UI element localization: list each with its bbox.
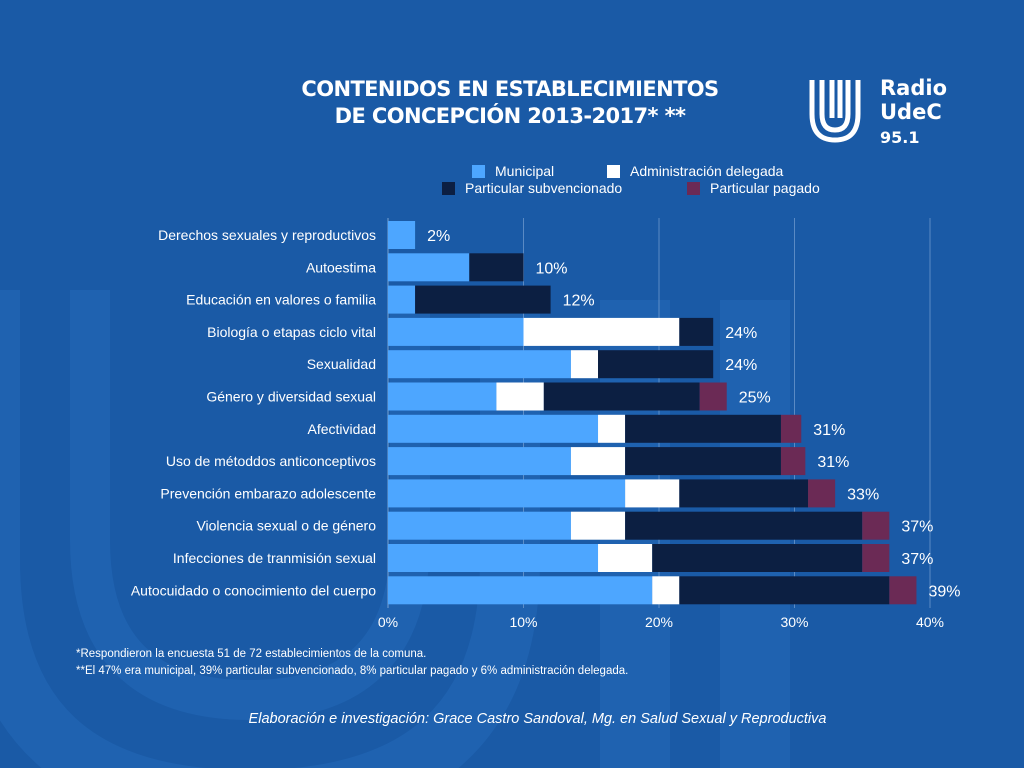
- bar-particular-subvencionado: [598, 350, 714, 379]
- bar-municipal: [388, 317, 524, 346]
- bar-particular-pagado: [780, 447, 806, 476]
- bar-administracion-delegada: [570, 447, 626, 476]
- bar-particular-pagado: [862, 544, 890, 572]
- bar-administracion-delegada: [652, 576, 680, 605]
- bar-municipal: [388, 221, 416, 249]
- total-label: 25%: [739, 390, 771, 407]
- bar-particular-subvencionado: [679, 576, 890, 605]
- title-line-1: CONTENIDOS EN ESTABLECIMIENTOS: [301, 77, 719, 101]
- category-label: Uso de métoddos anticonceptivos: [166, 453, 376, 469]
- credit-line: Elaboración e investigación: Grace Castr…: [248, 711, 827, 727]
- footnote-1: *Respondieron la encuesta 51 de 72 estab…: [76, 648, 427, 660]
- category-label: Prevención embarazo adolescente: [160, 485, 376, 501]
- category-label: Derechos sexuales y reproductivos: [158, 227, 376, 243]
- category-label: Infecciones de tranmisión sexual: [173, 550, 376, 566]
- bar-particular-pagado: [699, 382, 727, 411]
- x-tick-label: 30%: [780, 614, 808, 630]
- bar-particular-pagado: [862, 511, 890, 540]
- bar-municipal: [388, 479, 626, 508]
- bar-particular-subvencionado: [679, 479, 809, 508]
- bar-municipal: [388, 544, 599, 572]
- category-label: Biología o etapas ciclo vital: [207, 324, 376, 340]
- bar-particular-pagado: [889, 576, 917, 605]
- total-label: 10%: [536, 260, 568, 277]
- stacked-bar-chart: 0% 10% 20% 30% 40% Derechos sexuales y reprod…: [131, 218, 960, 630]
- bar-particular-subvencionado: [543, 382, 700, 411]
- total-label: 31%: [813, 422, 845, 439]
- total-label: 37%: [901, 519, 933, 536]
- total-label: 12%: [563, 293, 595, 310]
- category-label: Afectividad: [308, 421, 376, 437]
- bar-particular-subvencionado: [415, 285, 551, 314]
- bar-municipal: [388, 253, 470, 282]
- bar-municipal: [388, 382, 497, 411]
- total-label: 24%: [725, 357, 757, 374]
- bar-administracion-delegada: [625, 479, 680, 508]
- radio-udec-logo: [809, 80, 861, 143]
- bar-administracion-delegada: [570, 511, 626, 540]
- category-label: Educación en valores o familia: [186, 292, 376, 308]
- x-tick-label: 20%: [645, 614, 673, 630]
- category-label: Sexualidad: [307, 356, 376, 372]
- bar-municipal: [388, 576, 653, 605]
- bar-administracion-delegada: [598, 544, 653, 572]
- bar-administracion-delegada: [496, 382, 544, 411]
- bar-administracion-delegada: [570, 350, 599, 379]
- x-tick-label: 0%: [378, 614, 398, 630]
- category-label: Autoestima: [306, 259, 376, 275]
- bar-particular-subvencionado: [625, 511, 863, 540]
- title-line-2: DE CONCEPCIÓN 2013-2017* **: [334, 104, 686, 128]
- bar-municipal: [388, 447, 571, 476]
- total-label: 2%: [427, 228, 450, 245]
- category-label: Violencia sexual o de género: [196, 518, 376, 534]
- logo-text: Radio UdeC 95.1: [880, 76, 947, 150]
- logo-line-3: 95.1: [880, 128, 920, 147]
- chart-title: CONTENIDOS EN ESTABLECIMIENTOS DE CONCEP…: [230, 76, 790, 130]
- total-label: 39%: [928, 583, 960, 600]
- bar-particular-subvencionado: [469, 253, 524, 282]
- category-label: Género y diversidad sexual: [206, 389, 376, 405]
- bar-municipal: [388, 285, 416, 314]
- bar-municipal: [388, 414, 599, 443]
- bar-particular-pagado: [808, 479, 836, 508]
- bar-particular-pagado: [780, 414, 802, 443]
- footnote-2: **El 47% era municipal, 39% particular s…: [76, 665, 629, 677]
- total-label: 37%: [901, 551, 933, 568]
- bar-particular-subvencionado: [679, 317, 714, 346]
- total-label: 31%: [817, 454, 849, 471]
- logo-line-2: UdeC: [880, 100, 942, 124]
- total-label: 33%: [847, 486, 879, 503]
- bar-particular-subvencionado: [625, 414, 781, 443]
- bar-administracion-delegada: [598, 414, 626, 443]
- total-label: 24%: [725, 325, 757, 342]
- bar-municipal: [388, 350, 571, 379]
- bar-particular-subvencionado: [652, 544, 863, 572]
- category-label: Autocuidado o conocimiento del cuerpo: [131, 582, 376, 598]
- x-tick-label: 40%: [916, 614, 944, 630]
- bar-municipal: [388, 511, 571, 540]
- bar-particular-subvencionado: [625, 447, 781, 476]
- bar-administracion-delegada: [523, 317, 680, 346]
- logo-line-1: Radio: [880, 76, 947, 100]
- x-tick-label: 10%: [509, 614, 537, 630]
